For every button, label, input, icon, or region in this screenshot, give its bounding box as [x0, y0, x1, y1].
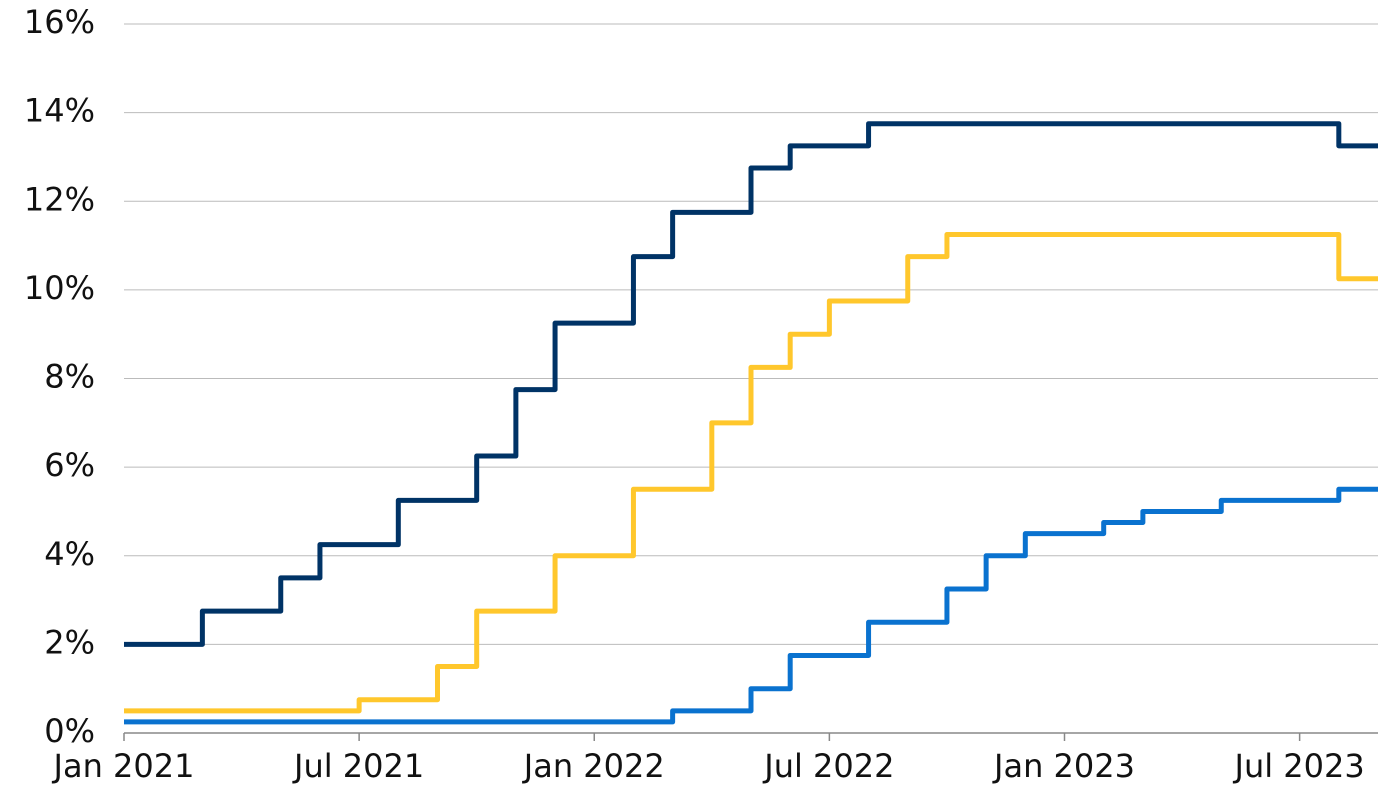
x-tick-label: Jul 2022	[762, 747, 894, 785]
y-tick-label: 14%	[24, 92, 95, 130]
x-tick-label: Jul 2023	[1233, 747, 1365, 785]
y-tick-label: 4%	[44, 535, 95, 573]
x-tick-label: Jul 2021	[292, 747, 424, 785]
x-tick-label: Jan 2023	[992, 747, 1135, 785]
y-tick-label: 6%	[44, 446, 95, 484]
x-tick-label: Jan 2021	[52, 747, 195, 785]
y-tick-label: 12%	[24, 180, 95, 218]
y-tick-label: 2%	[44, 623, 95, 661]
series-line	[124, 231, 1378, 714]
y-tick-label: 0%	[44, 712, 95, 750]
y-tick-label: 16%	[24, 3, 95, 41]
series-line	[124, 486, 1378, 725]
x-tick-label: Jan 2022	[522, 747, 665, 785]
y-tick-label: 8%	[44, 358, 95, 396]
y-tick-label: 10%	[24, 269, 95, 307]
series-line	[124, 121, 1378, 647]
